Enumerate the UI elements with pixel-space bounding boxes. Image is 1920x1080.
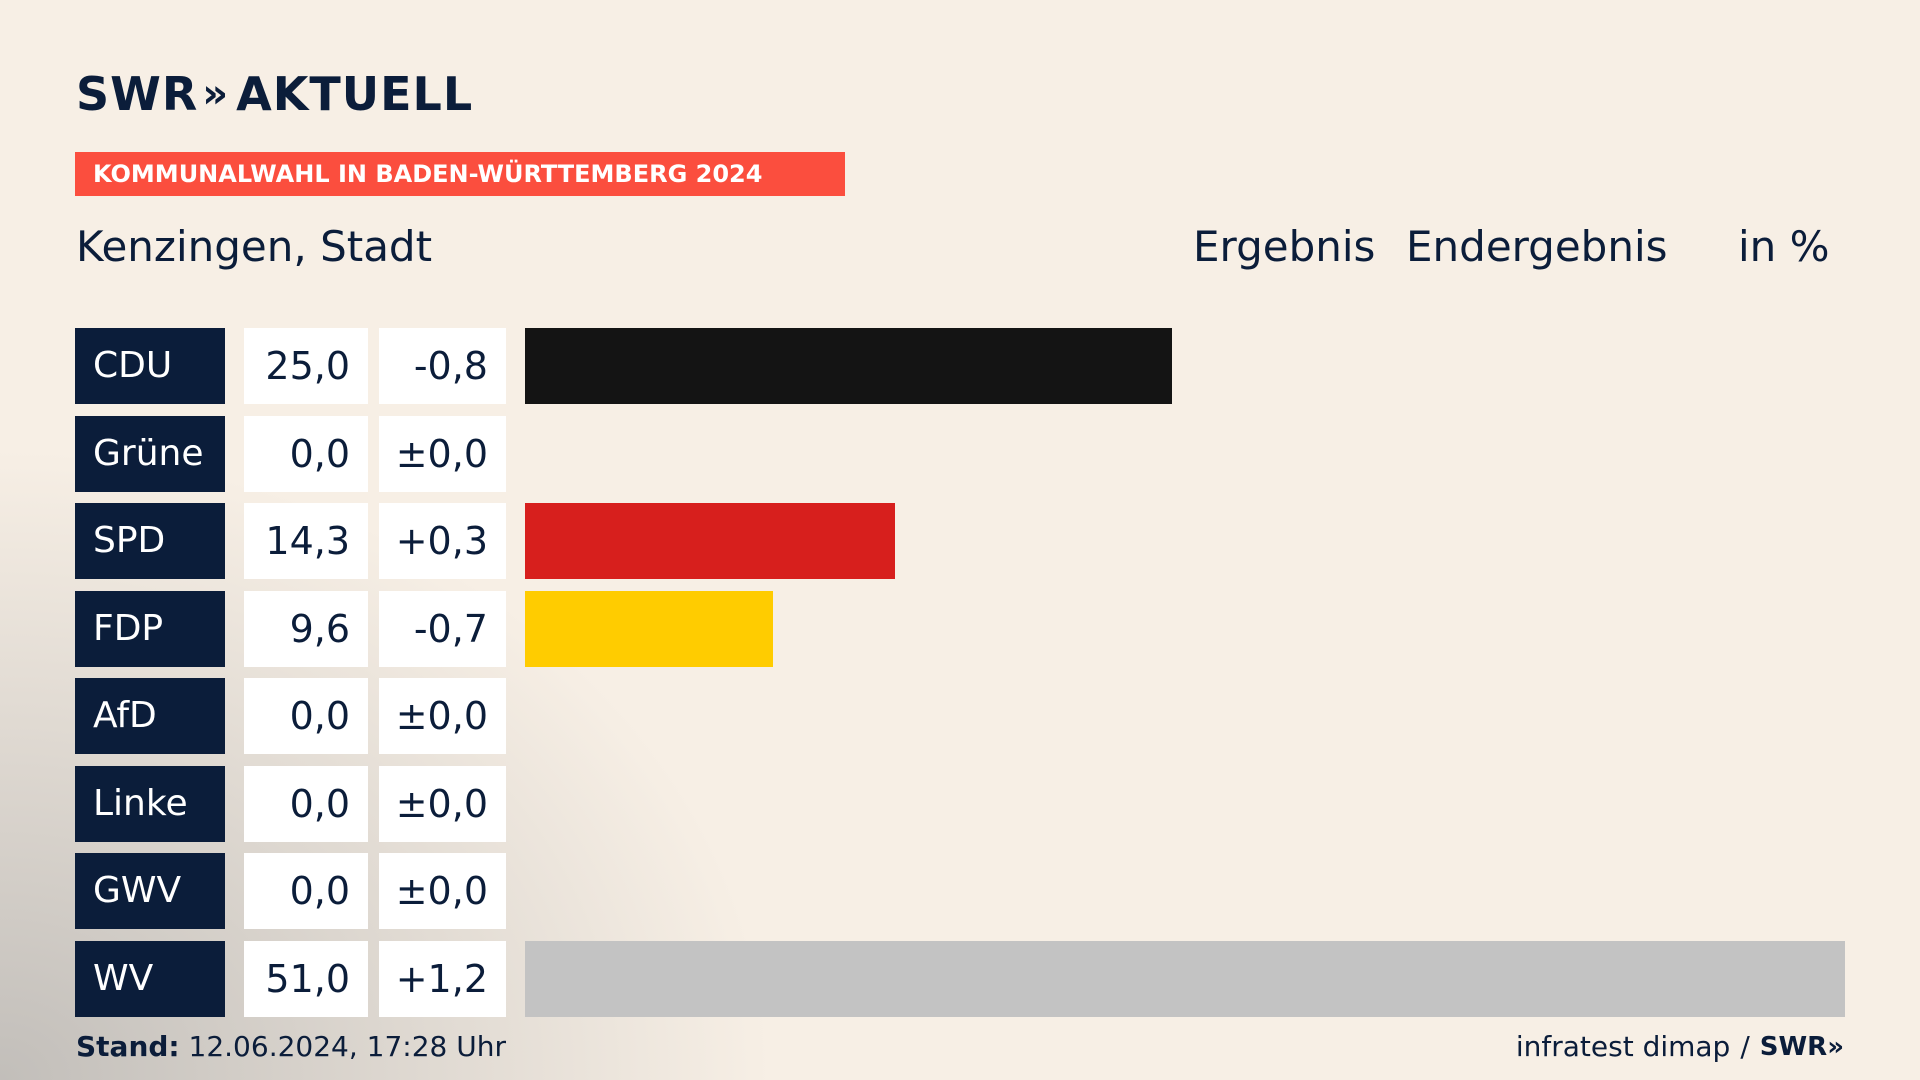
swr-chevron-icon: » bbox=[1827, 1031, 1844, 1062]
result-bar bbox=[525, 590, 774, 667]
result-bar bbox=[525, 503, 896, 579]
result-row: WV 51,0 +1,2 bbox=[0, 940, 1920, 1017]
result-change: +0,3 bbox=[379, 503, 506, 579]
party-label: WV bbox=[75, 940, 225, 1017]
result-row: FDP 9,6 -0,7 bbox=[0, 590, 1920, 667]
result-bar bbox=[525, 940, 1845, 1017]
header-result: Ergebnis bbox=[1193, 222, 1376, 271]
result-row: AfD 0,0 ±0,0 bbox=[0, 678, 1920, 754]
party-label: AfD bbox=[75, 678, 225, 754]
result-change: -0,7 bbox=[379, 590, 506, 667]
result-change: +1,2 bbox=[379, 940, 506, 1017]
result-change: ±0,0 bbox=[379, 678, 506, 754]
footer-source: infratest dimap / SWR » bbox=[1516, 1030, 1844, 1063]
result-row: Grüne 0,0 ±0,0 bbox=[0, 415, 1920, 492]
result-value: 9,6 bbox=[244, 590, 368, 667]
result-change: ±0,0 bbox=[379, 853, 506, 929]
swr-aktuell-logo: SWR » AKTUELL bbox=[76, 66, 473, 122]
header-unit: in % bbox=[1738, 222, 1830, 271]
result-value: 14,3 bbox=[244, 503, 368, 579]
logo-swr-text: SWR bbox=[76, 67, 199, 121]
region-title: Kenzingen, Stadt bbox=[76, 222, 433, 271]
party-label: Linke bbox=[75, 765, 225, 842]
result-value: 25,0 bbox=[244, 328, 368, 404]
source-separator: / bbox=[1740, 1030, 1750, 1063]
result-row: GWV 0,0 ±0,0 bbox=[0, 853, 1920, 929]
election-banner: KOMMUNALWAHL IN BADEN-WÜRTTEMBERG 2024 bbox=[75, 152, 845, 196]
result-bar bbox=[525, 328, 1173, 404]
party-label: GWV bbox=[75, 853, 225, 929]
result-row: SPD 14,3 +0,3 bbox=[0, 503, 1920, 579]
result-row: Linke 0,0 ±0,0 bbox=[0, 765, 1920, 842]
logo-suffix-text: AKTUELL bbox=[236, 67, 474, 121]
swr-brand: SWR bbox=[1759, 1031, 1828, 1062]
result-value: 0,0 bbox=[244, 765, 368, 842]
party-label: SPD bbox=[75, 503, 225, 579]
party-label: Grüne bbox=[75, 415, 225, 492]
source-name: infratest dimap bbox=[1515, 1030, 1731, 1063]
result-value: 0,0 bbox=[244, 415, 368, 492]
result-row: CDU 25,0 -0,8 bbox=[0, 328, 1920, 404]
result-change: -0,8 bbox=[379, 328, 506, 404]
header-final-result: Endergebnis bbox=[1406, 222, 1668, 271]
stand-label: Stand: bbox=[76, 1030, 180, 1063]
party-label: FDP bbox=[75, 590, 225, 667]
result-value: 0,0 bbox=[244, 678, 368, 754]
result-value: 51,0 bbox=[244, 940, 368, 1017]
footer-timestamp: Stand: 12.06.2024, 17:28 Uhr bbox=[76, 1030, 506, 1063]
stand-value: 12.06.2024, 17:28 Uhr bbox=[188, 1030, 506, 1063]
result-change: ±0,0 bbox=[379, 765, 506, 842]
party-label: CDU bbox=[75, 328, 225, 404]
logo-chevron-icon: » bbox=[202, 71, 228, 117]
result-value: 0,0 bbox=[244, 853, 368, 929]
result-change: ±0,0 bbox=[379, 415, 506, 492]
